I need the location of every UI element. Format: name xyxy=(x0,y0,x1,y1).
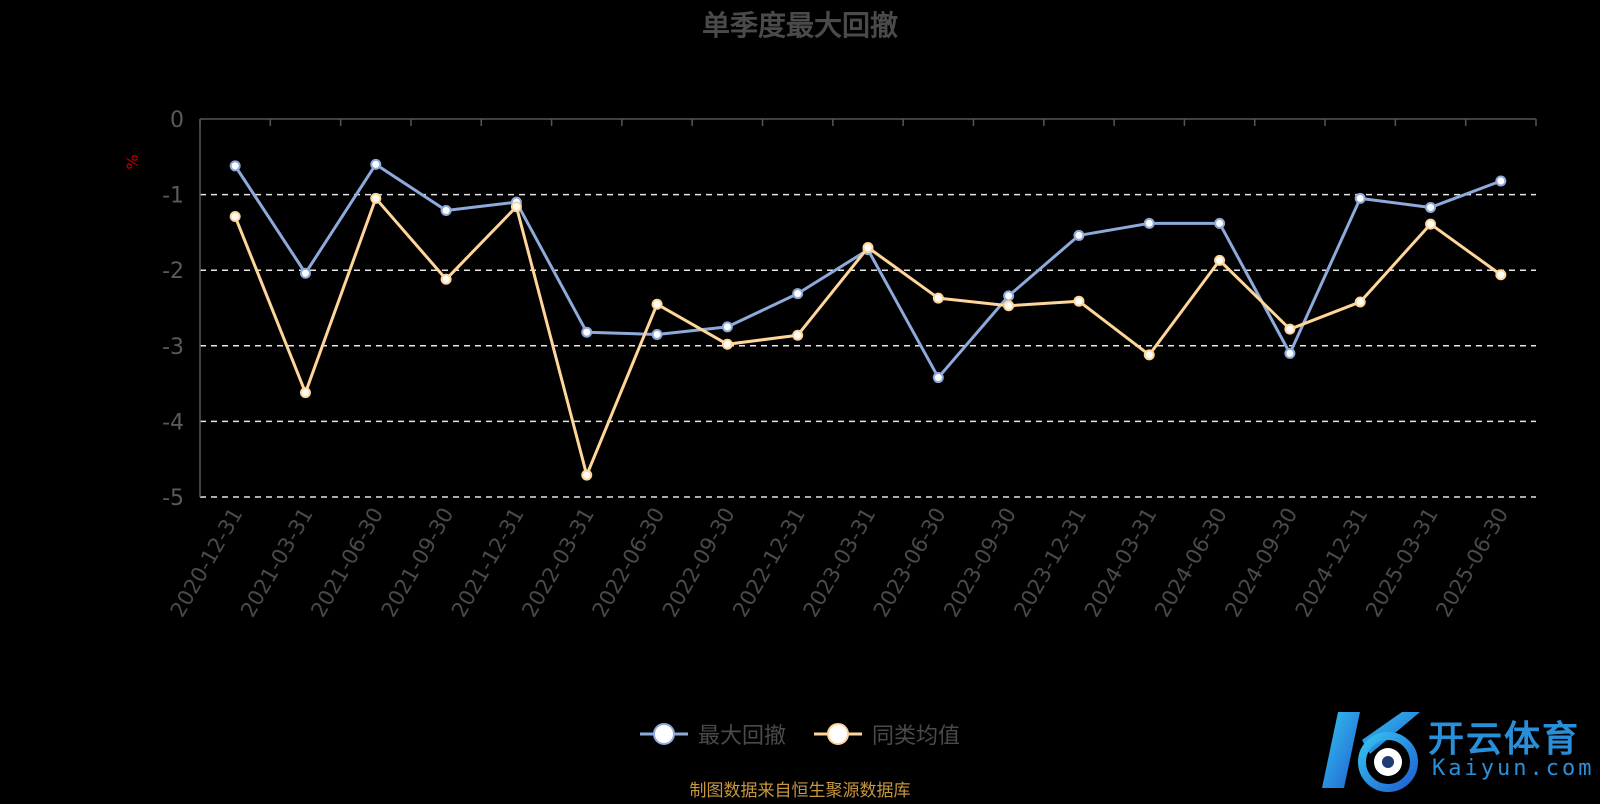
data-point-1 xyxy=(581,469,593,481)
x-tick-label: 2025-06-30 xyxy=(1431,504,1513,622)
axes xyxy=(199,118,1537,497)
legend-item-1[interactable]: 同类均值 xyxy=(814,718,960,750)
data-point-1 xyxy=(1284,323,1296,335)
data-point-0 xyxy=(581,326,593,338)
x-tick-label: 2023-06-30 xyxy=(869,504,951,622)
data-point-1 xyxy=(1425,218,1437,230)
logo-text-en: Kaiyun.com xyxy=(1432,756,1595,781)
data-point-1 xyxy=(370,192,382,204)
legend-label: 最大回撤 xyxy=(697,724,786,749)
data-point-0 xyxy=(1495,175,1507,187)
data-point-0 xyxy=(299,267,311,279)
grid-lines xyxy=(200,193,1536,498)
data-point-1 xyxy=(1003,300,1015,312)
series-line-1 xyxy=(233,196,1502,477)
x-tick-label: 2020-12-31 xyxy=(166,504,248,622)
legend: 最大回撤 同类均值 xyxy=(0,718,1600,750)
data-point-0 xyxy=(1284,347,1296,359)
data-point-1 xyxy=(1214,254,1226,266)
data-point-0 xyxy=(229,160,241,172)
data-point-1 xyxy=(1073,295,1085,307)
chart-title: 单季度最大回撤 xyxy=(701,9,898,42)
y-tick-label: -3 xyxy=(162,335,184,360)
data-point-0 xyxy=(440,204,452,216)
data-point-1 xyxy=(1354,296,1366,308)
data-point-1 xyxy=(1143,349,1155,361)
brand-logo: 开云体育 Kaiyun.com xyxy=(1310,700,1600,800)
data-point-0 xyxy=(1425,201,1437,213)
x-tick-label: 2022-06-30 xyxy=(588,504,670,622)
data-point-0 xyxy=(721,321,733,333)
data-point-0 xyxy=(932,372,944,384)
data-point-0 xyxy=(1143,217,1155,229)
x-tick-label: 2025-03-31 xyxy=(1361,504,1443,622)
y-tick-label: -4 xyxy=(162,410,184,435)
data-point-1 xyxy=(651,298,663,310)
x-tick-label: 2024-06-30 xyxy=(1150,504,1232,622)
data-point-1 xyxy=(510,201,522,213)
x-tick-label: 2023-03-31 xyxy=(799,504,881,622)
data-point-1 xyxy=(299,387,311,399)
data-point-1 xyxy=(229,211,241,223)
legend-marker-icon xyxy=(639,723,688,745)
x-tick-label: 2022-09-30 xyxy=(658,504,740,622)
logo-emblem-icon xyxy=(1322,712,1420,792)
x-tick-label: 2021-12-31 xyxy=(447,504,529,622)
data-point-0 xyxy=(651,328,663,340)
tick-labels: 0 -1 -2 -3 -4 -5% 2020-12-312021-03-312021-06-… xyxy=(123,108,1513,621)
data-point-0 xyxy=(370,158,382,170)
x-tick-label: 2024-03-31 xyxy=(1080,504,1162,622)
x-tick-label: 2024-09-30 xyxy=(1220,504,1302,622)
x-tick-label: 2022-03-31 xyxy=(517,504,599,622)
data-point-0 xyxy=(792,288,804,300)
data-point-1 xyxy=(1495,269,1507,281)
y-tick-label: -5 xyxy=(162,486,184,511)
y-tick-label: -1 xyxy=(162,184,184,209)
legend-item-0[interactable]: 最大回撤 xyxy=(639,718,786,750)
data-point-1 xyxy=(792,329,804,341)
data-point-1 xyxy=(932,292,944,304)
x-tick-label: 2021-09-30 xyxy=(377,503,459,621)
x-tick-label: 2021-03-31 xyxy=(236,504,318,622)
series-lines xyxy=(229,158,1507,481)
data-point-1 xyxy=(721,338,733,350)
data-point-0 xyxy=(1073,229,1085,241)
data-point-1 xyxy=(440,273,452,285)
x-tick-label: 2023-09-30 xyxy=(939,504,1021,622)
x-tick-label: 2021-06-30 xyxy=(306,504,388,622)
line-chart: 0 -1 -2 -3 -4 -5% 2020-12-312021-03-312021-06-… xyxy=(123,108,1537,621)
source-note: 制图数据来自恒生聚源数据库 xyxy=(689,781,911,801)
data-point-1 xyxy=(862,242,874,254)
data-point-0 xyxy=(1003,290,1015,302)
y-tick-label: -2 xyxy=(162,259,184,284)
legend-label: 同类均值 xyxy=(872,724,961,749)
legend-marker-icon xyxy=(814,723,862,745)
logo-text-cn: 开云体育 xyxy=(1428,719,1581,760)
x-tick-label: 2023-12-31 xyxy=(1009,504,1091,622)
x-tick-label: 2024-12-31 xyxy=(1291,504,1373,622)
data-point-0 xyxy=(1214,217,1226,229)
y-axis-title: % xyxy=(123,154,142,169)
y-tick-label: 0 xyxy=(170,108,184,133)
data-point-0 xyxy=(1354,192,1366,204)
x-tick-label: 2022-12-31 xyxy=(728,504,810,622)
